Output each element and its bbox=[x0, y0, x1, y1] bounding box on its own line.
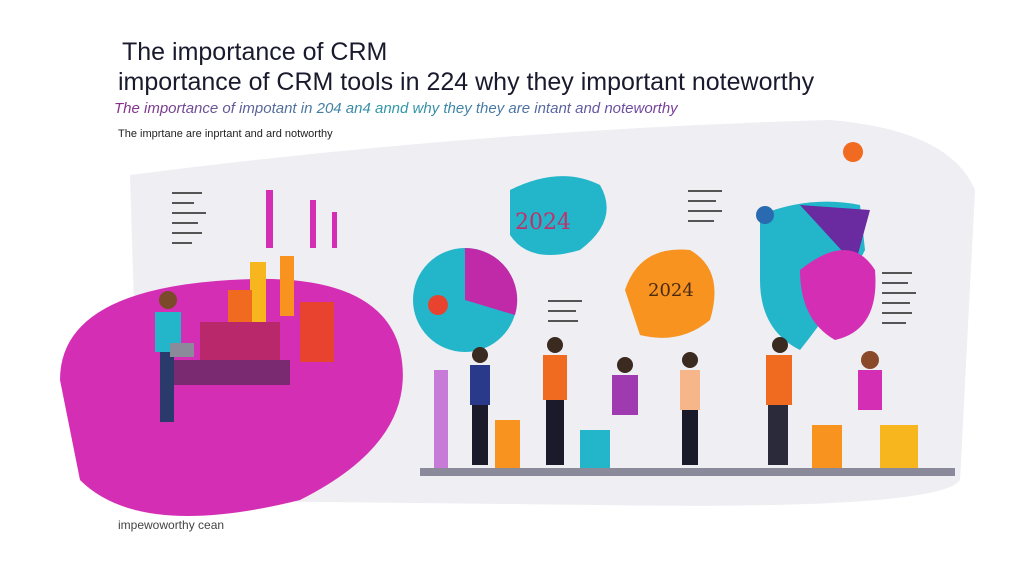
play-icon bbox=[843, 142, 863, 162]
shield-graphic bbox=[756, 201, 876, 350]
year-badge-2: 2024 bbox=[648, 280, 694, 301]
subtitle: The importance of impotant in 204 an4 an… bbox=[114, 100, 678, 117]
text-lines-left bbox=[172, 192, 206, 244]
people bbox=[155, 291, 918, 468]
pie-chart bbox=[413, 247, 518, 352]
bar-chart bbox=[160, 190, 337, 385]
text-lines-right bbox=[548, 190, 916, 324]
caption: The imprtane are inprtant and ard notwor… bbox=[118, 128, 333, 140]
floor bbox=[420, 468, 955, 476]
title-line-2: importance of CRM tools in 224 why they … bbox=[118, 68, 815, 96]
teal-blob bbox=[510, 176, 607, 255]
title-line-1: The importance of CRM bbox=[122, 38, 388, 66]
orange-blob bbox=[625, 249, 715, 338]
year-badge: 2024 bbox=[515, 210, 571, 235]
footer-text: impewoworthy cean bbox=[118, 518, 225, 532]
